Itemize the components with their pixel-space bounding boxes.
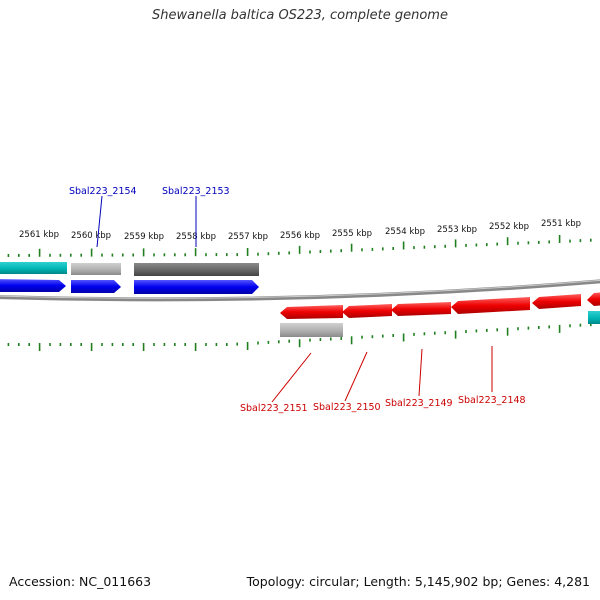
reverse-gene-labels: Sbal223_2151 Sbal223_2150 Sbal223_2149 S… — [240, 346, 526, 414]
cds-arrow-forward[interactable] — [0, 279, 66, 292]
gene-label-reverse[interactable]: Sbal223_2151 — [240, 403, 308, 414]
label-leader — [96, 195, 103, 248]
cds-arrow-reverse[interactable] — [451, 297, 530, 314]
kbp-scale: 2561 kbp 2560 kbp 2559 kbp 2558 kbp 2557… — [19, 219, 581, 242]
label-leader — [271, 352, 312, 403]
kbp-label: 2554 kbp — [385, 227, 425, 237]
genome-backbone — [0, 279, 600, 302]
cds-arrow-reverse[interactable] — [342, 304, 392, 318]
kbp-label: 2559 kbp — [124, 232, 164, 242]
ticks-upper — [7, 235, 592, 257]
kbp-label: 2561 kbp — [19, 230, 59, 240]
gene-label-reverse[interactable]: Sbal223_2149 — [385, 398, 453, 409]
reverse-features — [280, 292, 600, 337]
ticks-lower — [7, 323, 592, 351]
gene-label-forward[interactable]: Sbal223_2154 — [69, 186, 137, 197]
gene-feature-gray-dark[interactable] — [134, 263, 259, 276]
kbp-label: 2552 kbp — [489, 222, 529, 232]
kbp-label: 2555 kbp — [332, 229, 372, 239]
cds-arrow-reverse[interactable] — [280, 305, 343, 319]
gene-feature-teal[interactable] — [0, 262, 67, 274]
kbp-label: 2556 kbp — [280, 231, 320, 241]
gene-feature-gray[interactable] — [280, 323, 343, 337]
label-leader — [344, 351, 368, 402]
cds-arrow-forward[interactable] — [134, 280, 259, 294]
forward-features — [0, 262, 259, 294]
gene-feature-gray[interactable] — [71, 263, 121, 275]
cds-arrow-reverse[interactable] — [532, 294, 581, 309]
cds-arrow-reverse[interactable] — [391, 302, 451, 316]
gene-label-reverse[interactable]: Sbal223_2148 — [458, 395, 526, 406]
kbp-label: 2553 kbp — [437, 225, 477, 235]
forward-gene-labels: Sbal223_2154 Sbal223_2153 — [69, 186, 230, 248]
genome-title: Shewanella baltica OS223, complete genom… — [152, 8, 448, 23]
gene-feature-teal[interactable] — [588, 311, 600, 324]
genome-backbone-highlight — [0, 279, 600, 299]
gene-label-reverse[interactable]: Sbal223_2150 — [313, 402, 381, 413]
cds-arrow-reverse[interactable] — [587, 292, 600, 306]
gene-label-forward[interactable]: Sbal223_2153 — [162, 186, 230, 197]
genome-summary-text: Topology: circular; Length: 5,145,902 bp… — [246, 574, 590, 589]
kbp-label: 2557 kbp — [228, 232, 268, 242]
kbp-label: 2551 kbp — [541, 219, 581, 229]
kbp-label: 2560 kbp — [71, 231, 111, 241]
label-leader — [418, 348, 423, 397]
cds-arrow-forward[interactable] — [71, 280, 121, 293]
accession-text: Accession: NC_011663 — [9, 574, 152, 589]
